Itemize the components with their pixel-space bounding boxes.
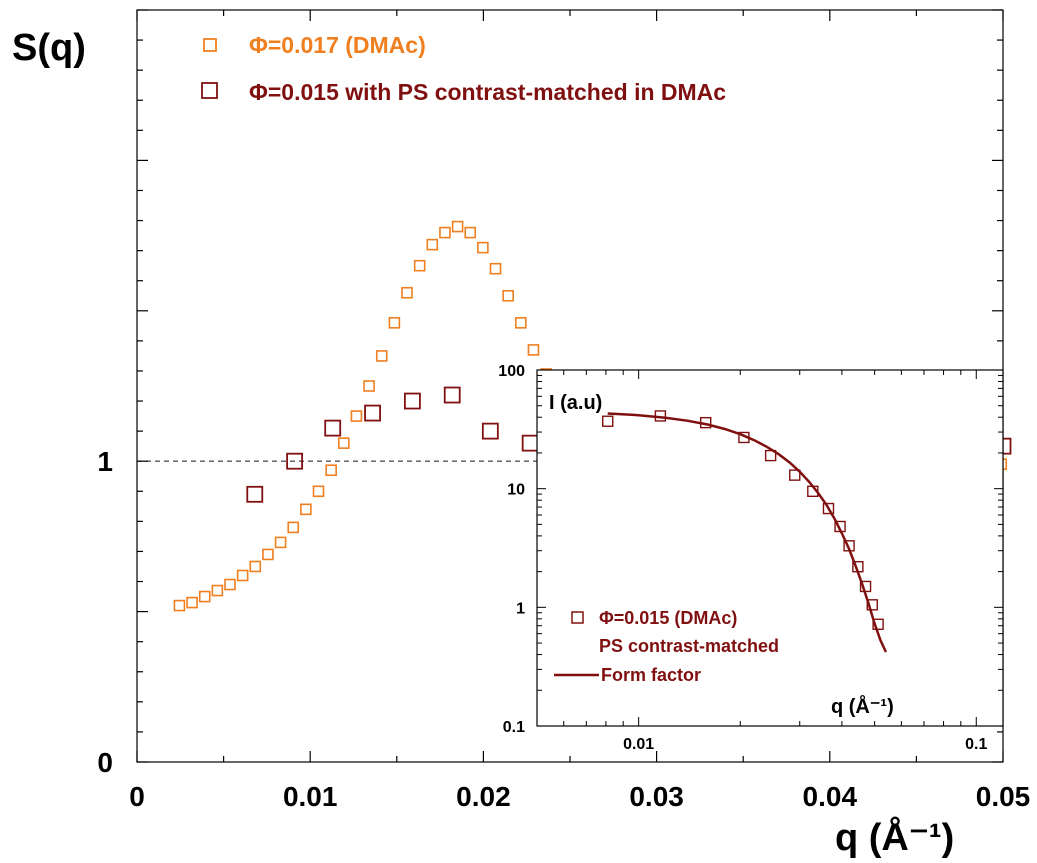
inset-data-point	[822, 502, 835, 515]
data-point-0-017-dmac	[464, 226, 477, 239]
inset-y-tick-label: 1	[516, 600, 525, 617]
data-point-0-017-dmac	[325, 464, 337, 477]
data-point-0-015-with-ps-contrast-matched-in-dmac	[364, 404, 381, 422]
data-point-0-017-dmac	[350, 410, 363, 422]
inset-y-tick-label: 10	[507, 482, 525, 499]
inset-plot: 0.01 0.1 0.1 1 10 100 I (a.u) q (Å⁻¹) Φ=0.015…	[498, 363, 1004, 753]
inset-x-tick-label: 0.1	[965, 736, 987, 753]
data-point-0-017-dmac	[186, 596, 198, 609]
legend-marker-phi-0-017	[203, 38, 217, 52]
data-point-0-015-with-ps-contrast-matched-in-dmac	[286, 452, 304, 470]
data-point-0-017-dmac	[401, 286, 413, 299]
inset-data-point	[843, 540, 855, 552]
data-point-0-017-dmac	[262, 548, 274, 561]
inset-y-tick-label: 0.1	[503, 719, 525, 736]
x-axis-title: q (Å⁻¹)	[835, 815, 954, 859]
inset-legend-label-phi-0-015: Φ=0.015 (DMAc)	[599, 608, 737, 628]
data-point-0-017-dmac	[477, 241, 489, 254]
inset-data-point	[807, 485, 819, 498]
inset-y-axis-title: I (a.u)	[549, 392, 602, 414]
legend-label-phi-0-015: Φ=0.015 with PS contrast-matched in DMAc	[249, 79, 726, 105]
data-point-0-017-dmac	[211, 584, 224, 597]
inset-y-tick-label: 100	[498, 363, 525, 380]
inset-legend: Φ=0.015 (DMAc) PS contrast-matched Form …	[554, 608, 779, 685]
x-tick-label: 0.02	[456, 781, 511, 812]
x-tick-label: 0.03	[629, 781, 684, 812]
form-factor-curve	[607, 412, 888, 653]
data-point-0-015-with-ps-contrast-matched-in-dmac	[443, 386, 461, 404]
data-point-0-017-dmac	[527, 344, 540, 356]
inset-axis-ticks: 0.01 0.1 0.1 1 10 100	[498, 363, 1003, 753]
data-point-0-017-dmac	[224, 578, 236, 591]
legend-marker-phi-0-015	[201, 82, 218, 99]
data-point-0-017-dmac	[375, 350, 388, 362]
inset-legend-label-form-factor: Form factor	[601, 665, 701, 685]
inset-data-point	[866, 599, 878, 611]
inset-legend-label-ps-contrast-matched: PS contrast-matched	[599, 636, 779, 656]
legend-label-phi-0-017: Φ=0.017 (DMAc)	[249, 32, 426, 58]
data-point-0-017-dmac	[439, 226, 451, 239]
data-point-0-015-with-ps-contrast-matched-in-dmac	[403, 392, 421, 410]
inset-data-point	[602, 415, 614, 427]
x-tick-label: 0.05	[976, 781, 1031, 812]
data-point-0-017-dmac	[363, 380, 375, 392]
data-point-0-015-with-ps-contrast-matched-in-dmac	[481, 422, 499, 440]
inset-data-point	[764, 449, 777, 462]
data-point-0-017-dmac	[300, 503, 312, 516]
inset-x-tick-label: 0.01	[623, 736, 654, 753]
x-tick-label: 0.01	[283, 781, 338, 812]
y-tick-label: 0	[97, 747, 113, 778]
x-tick-label: 0.04	[803, 781, 858, 812]
data-point-0-017-dmac	[236, 569, 249, 582]
data-point-0-015-with-ps-contrast-matched-in-dmac	[521, 434, 539, 452]
main-legend: Φ=0.017 (DMAc) Φ=0.015 with PS contrast-…	[201, 32, 726, 105]
inset-data-point	[700, 416, 712, 429]
data-point-0-017-dmac	[312, 485, 325, 498]
inset-data-point	[834, 520, 846, 533]
inset-x-axis-title: q (Å⁻¹)	[831, 694, 894, 718]
data-point-0-017-dmac	[489, 262, 502, 275]
main-axis-ticks: 0 0.01 0.02 0.03 0.04 0.05 0 1	[97, 9, 1031, 812]
inset-data-point	[859, 580, 872, 593]
data-point-0-017-dmac	[388, 317, 401, 329]
inset-background	[536, 369, 1004, 727]
data-point-0-017-dmac	[426, 238, 439, 251]
x-tick-label: 0	[129, 781, 145, 812]
data-point-0-017-dmac	[451, 220, 464, 233]
data-point-0-017-dmac	[502, 289, 514, 302]
inset-data-point	[872, 618, 884, 630]
inset-series-group	[602, 410, 888, 653]
y-axis-title: S(q)	[12, 27, 86, 69]
data-point-0-017-dmac	[515, 317, 527, 329]
data-point-0-015-with-ps-contrast-matched-in-dmac	[324, 419, 342, 437]
data-point-0-017-dmac	[287, 521, 300, 534]
inset-legend-marker-phi-0-015	[571, 611, 584, 624]
data-point-0-017-dmac	[249, 560, 262, 573]
data-point-0-017-dmac	[274, 536, 287, 549]
inset-data-point	[852, 560, 864, 573]
data-point-0-017-dmac	[198, 590, 211, 603]
y-tick-label: 1	[97, 446, 113, 477]
inset-data-point	[738, 431, 750, 444]
data-point-0-017-dmac	[338, 437, 350, 449]
inset-data-point	[789, 469, 801, 481]
data-point-0-017-dmac	[173, 599, 186, 612]
data-point-0-015-with-ps-contrast-matched-in-dmac	[246, 485, 264, 503]
inset-data-point	[654, 410, 667, 422]
data-point-0-017-dmac	[413, 259, 426, 272]
